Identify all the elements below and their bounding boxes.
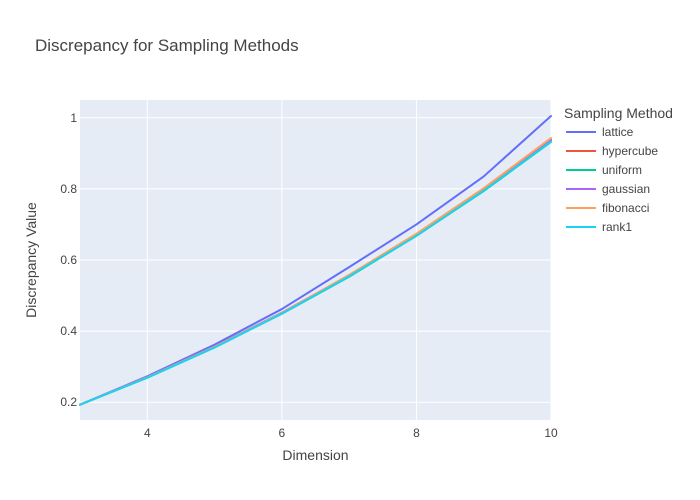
legend-item-gaussian[interactable]: gaussian [566,182,650,196]
legend: Sampling Method lattice hypercube uniform g… [564,105,673,234]
series-line-rank1 [79,140,552,406]
legend-label-fibonacci: fibonacci [602,201,649,215]
x-tick-label: 10 [544,426,558,440]
legend-title: Sampling Method [564,105,673,121]
x-tick-label: 4 [144,426,151,440]
legend-label-rank1: rank1 [602,220,632,234]
legend-item-fibonacci[interactable]: fibonacci [566,201,649,215]
grid-lines [80,100,552,420]
x-axis-ticks: 4 6 8 10 [144,426,558,440]
legend-label-uniform: uniform [602,163,642,177]
legend-item-hypercube[interactable]: hypercube [566,144,658,158]
legend-item-lattice[interactable]: lattice [566,125,634,139]
y-tick-label: 0.2 [60,395,77,409]
series-lines [79,115,552,406]
x-axis-title: Dimension [282,447,348,463]
legend-item-rank1[interactable]: rank1 [566,220,632,234]
y-axis-ticks: 0.2 0.4 0.6 0.8 1 [60,111,77,409]
y-tick-label: 0.6 [60,253,77,267]
y-axis-title: Discrepancy Value [23,202,39,318]
legend-item-uniform[interactable]: uniform [566,163,642,177]
legend-items: lattice hypercube uniform gaussian fibonacci… [566,125,658,234]
y-tick-label: 1 [70,111,77,125]
y-tick-label: 0.4 [60,324,77,338]
y-tick-label: 0.8 [60,182,77,196]
legend-label-gaussian: gaussian [602,182,650,196]
chart-title: Discrepancy for Sampling Methods [35,36,299,55]
legend-label-hypercube: hypercube [602,144,658,158]
x-tick-label: 6 [279,426,286,440]
legend-label-lattice: lattice [602,125,634,139]
x-tick-label: 8 [413,426,420,440]
